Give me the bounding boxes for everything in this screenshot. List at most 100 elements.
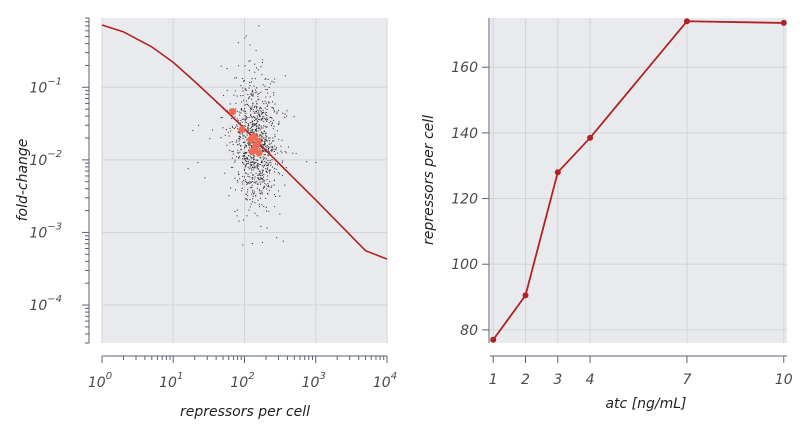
scatter-dot (245, 172, 247, 174)
scatter-dot (244, 111, 246, 113)
scatter-dot (248, 143, 250, 145)
scatter-dot (272, 101, 274, 103)
scatter-dot (247, 158, 249, 160)
scatter-dot (257, 183, 259, 185)
scatter-dot (258, 113, 260, 115)
scatter-dot (242, 135, 244, 137)
scatter-dot (248, 176, 250, 178)
scatter-dot (270, 164, 272, 166)
scatter-dot (247, 166, 249, 168)
scatter-dot (246, 183, 248, 185)
scatter-dot (250, 107, 252, 109)
scatter-dot (266, 108, 268, 110)
scatter-dot (253, 193, 255, 195)
scatter-dot (248, 168, 250, 170)
scatter-dot (262, 132, 264, 134)
scatter-dot (254, 129, 256, 131)
scatter-dot (252, 159, 254, 161)
scatter-dot (255, 129, 257, 131)
scatter-dot (247, 189, 249, 191)
right-y-tick-label: 100 (451, 257, 478, 273)
scatter-dot (257, 117, 259, 119)
scatter-dot (244, 118, 246, 120)
scatter-dot (240, 149, 242, 151)
scatter-dot (251, 162, 253, 164)
scatter-dot (254, 202, 256, 204)
scatter-dot (259, 135, 261, 137)
scatter-dot (254, 92, 256, 94)
left-x-tick-label: 101 (159, 371, 183, 391)
scatter-dot (250, 81, 252, 83)
scatter-dot (266, 89, 268, 91)
scatter-dot (238, 65, 240, 67)
scatter-dot (271, 185, 273, 187)
scatter-dot (248, 181, 250, 183)
scatter-dot (259, 181, 261, 183)
scatter-dot (262, 144, 264, 146)
scatter-dot (264, 78, 266, 80)
scatter-dot (251, 120, 253, 122)
scatter-dot (255, 162, 257, 164)
scatter-dot (276, 164, 278, 166)
scatter-dot (260, 193, 262, 195)
scatter-dot (251, 117, 253, 119)
scatter-dot (251, 121, 253, 123)
left-x-tick-label: 103 (302, 371, 326, 391)
scatter-dot (237, 151, 239, 153)
scatter-dot (284, 113, 286, 115)
scatter-dot (250, 203, 252, 205)
scatter-dot (252, 191, 254, 193)
scatter-dot (249, 60, 251, 62)
scatter-dot (240, 112, 242, 114)
scatter-dot (261, 139, 263, 141)
scatter-dot (276, 111, 278, 113)
scatter-dot (253, 85, 255, 87)
right-x-tick-label: 10 (775, 372, 793, 388)
scatter-dot (245, 136, 247, 138)
scatter-dot (263, 116, 265, 118)
scatter-dot (252, 198, 254, 200)
line-point (780, 19, 787, 26)
scatter-dot (256, 87, 258, 89)
scatter-dot (261, 193, 263, 195)
scatter-dot (255, 110, 257, 112)
scatter-dot (259, 133, 261, 135)
scatter-dot (285, 115, 287, 117)
scatter-dot (254, 71, 256, 73)
scatter-dot (264, 141, 266, 143)
scatter-dot (239, 114, 241, 116)
scatter-dot (268, 186, 270, 188)
scatter-dot (226, 89, 228, 91)
scatter-dot (241, 187, 243, 189)
scatter-dot (250, 145, 252, 147)
scatter-dot (284, 75, 286, 77)
scatter-dot (255, 123, 257, 125)
scatter-dot (244, 88, 246, 90)
scatter-dot (263, 137, 265, 139)
scatter-dot (245, 163, 247, 165)
scatter-dot (254, 195, 256, 197)
line-point (490, 336, 497, 343)
scatter-dot (261, 150, 263, 152)
scatter-dot (273, 171, 275, 173)
scatter-dot (256, 125, 258, 127)
left-grid (101, 18, 388, 343)
right-axes: 1 2 3 4 7 10 80 100 120 140 160 (451, 18, 793, 388)
right-x-tick-label: 3 (553, 372, 562, 388)
scatter-dot (262, 100, 264, 102)
scatter-dot (267, 146, 269, 148)
scatter-dot (251, 129, 253, 131)
scatter-dot (275, 168, 277, 170)
scatter-dot (229, 127, 231, 129)
scatter-dot (257, 128, 259, 130)
scatter-dot (254, 112, 256, 114)
exponent: −4 (47, 294, 62, 305)
scatter-dot (262, 179, 264, 181)
scatter-dot (242, 141, 244, 143)
scatter-dot (259, 197, 261, 199)
scatter-dot (253, 167, 255, 169)
scatter-dot (252, 164, 254, 166)
scatter-dot (247, 191, 249, 193)
scatter-dot (248, 124, 250, 126)
scatter-dot (249, 44, 251, 46)
